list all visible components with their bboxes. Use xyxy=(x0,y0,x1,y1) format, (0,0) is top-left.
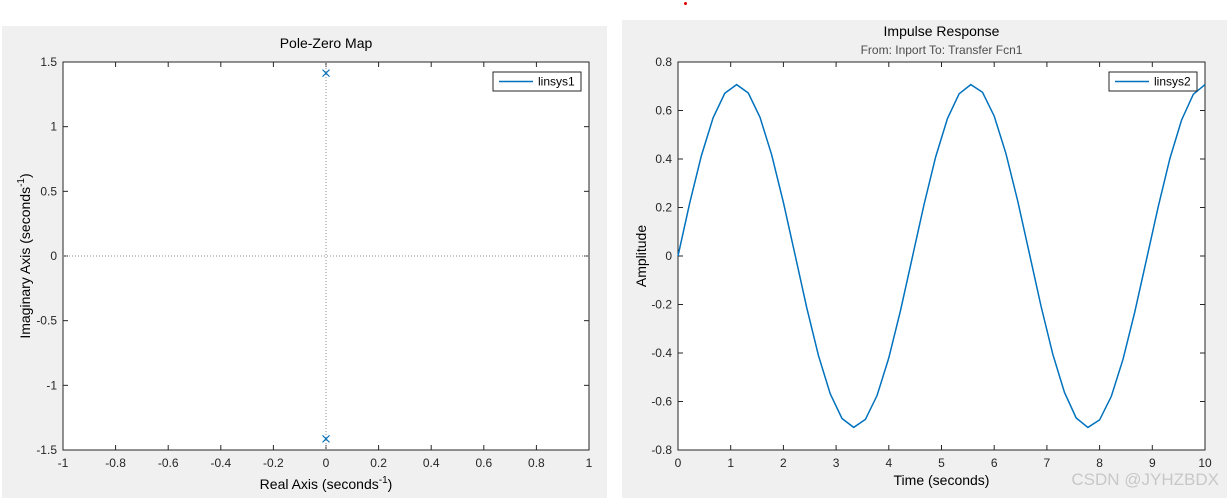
series-line-linsys2 xyxy=(677,83,1206,429)
legend-label: linsys1 xyxy=(538,75,575,89)
x-tick-label: -0.8 xyxy=(105,456,126,470)
y-tick-label: 0.6 xyxy=(655,104,672,118)
legend-box xyxy=(492,71,582,92)
x-tick-label: 0.8 xyxy=(528,456,545,470)
y-tick-label: 0 xyxy=(50,249,57,263)
legend: linsys2 xyxy=(1108,71,1198,92)
y-tick-label: 0 xyxy=(665,249,672,263)
legend: linsys1 xyxy=(492,71,582,92)
x-tick-label: 0.4 xyxy=(423,456,440,470)
y-tick-label: -0.2 xyxy=(651,298,672,312)
y-tick-label: 1 xyxy=(50,120,57,134)
y-tick-label: 0.8 xyxy=(655,55,672,69)
y-axis-label: Imaginary Axis (seconds-1) xyxy=(16,173,33,338)
x-tick-label: -0.6 xyxy=(158,456,179,470)
pole-marker xyxy=(322,69,330,78)
plot-area xyxy=(678,62,1205,450)
y-tick-label: -1 xyxy=(46,378,57,392)
pole-zero-plot: Pole-Zero Map -1 -0.8 -0.6 -0.4 -0.2 0 0.2 0.4 0.… xyxy=(16,35,593,492)
pole-stroke xyxy=(322,69,330,78)
red-dot-mark xyxy=(684,2,687,5)
x-axis-label-sup: -1 xyxy=(379,475,388,486)
watermark: CSDN @JYHZBDX xyxy=(1071,470,1219,489)
legend-box xyxy=(1108,71,1198,92)
x-tick-label: -0.4 xyxy=(210,456,231,470)
y-tick-label: -0.6 xyxy=(651,395,672,409)
x-tick-label: 0 xyxy=(675,456,682,470)
x-tick-label: 7 xyxy=(1044,456,1051,470)
x-tick-label: 1 xyxy=(727,456,734,470)
x-tick-label: 0.2 xyxy=(370,456,387,470)
y-tick-label: -0.5 xyxy=(36,314,57,328)
y-axis-label: Amplitude xyxy=(633,225,649,287)
pole-marker xyxy=(322,434,330,443)
y-tick-label: -1.5 xyxy=(36,443,57,457)
x-tick-label: 8 xyxy=(1096,456,1103,470)
x-tick-label: 0.6 xyxy=(475,456,492,470)
chart-title: Pole-Zero Map xyxy=(280,35,373,51)
x-tick-label: 9 xyxy=(1149,456,1156,470)
pole-zero-figure: Pole-Zero Map -1 -0.8 -0.6 -0.4 -0.2 0 0.2 0.4 0.… xyxy=(2,26,607,498)
y-tick-label: 1.5 xyxy=(40,55,57,69)
x-tick-label: 3 xyxy=(833,456,840,470)
x-axis-label: Time (seconds) xyxy=(894,472,990,488)
y-tick-label: -0.4 xyxy=(651,346,672,360)
x-tick-label: -0.2 xyxy=(263,456,284,470)
y-tick-label: 0.4 xyxy=(655,152,672,166)
y-tick-label: 0.2 xyxy=(655,201,672,215)
y-tick-label: -0.8 xyxy=(651,443,672,457)
x-tick-label: 10 xyxy=(1198,456,1212,470)
x-tick-label: 5 xyxy=(938,456,945,470)
chart-subtitle: From: Inport To: Transfer Fcn1 xyxy=(861,43,1023,57)
y-axis-label-sup: -1 xyxy=(16,178,27,187)
legend-label: linsys2 xyxy=(1154,75,1191,89)
impulse-response-plot: Impulse Response From: Inport To: Transfe… xyxy=(633,23,1212,488)
impulse-response-figure: Impulse Response From: Inport To: Transfe… xyxy=(622,20,1227,498)
pole-stroke xyxy=(322,434,330,443)
y-tick-label: 0.5 xyxy=(40,184,57,198)
x-tick-label: -1 xyxy=(58,456,69,470)
x-tick-label: 2 xyxy=(780,456,787,470)
chart-title: Impulse Response xyxy=(884,23,1000,39)
x-tick-label: 4 xyxy=(885,456,892,470)
x-tick-label: 1 xyxy=(586,456,593,470)
x-tick-label: 6 xyxy=(991,456,998,470)
x-tick-label: 0 xyxy=(323,456,330,470)
x-axis-label: Real Axis (seconds-1) xyxy=(260,475,393,492)
